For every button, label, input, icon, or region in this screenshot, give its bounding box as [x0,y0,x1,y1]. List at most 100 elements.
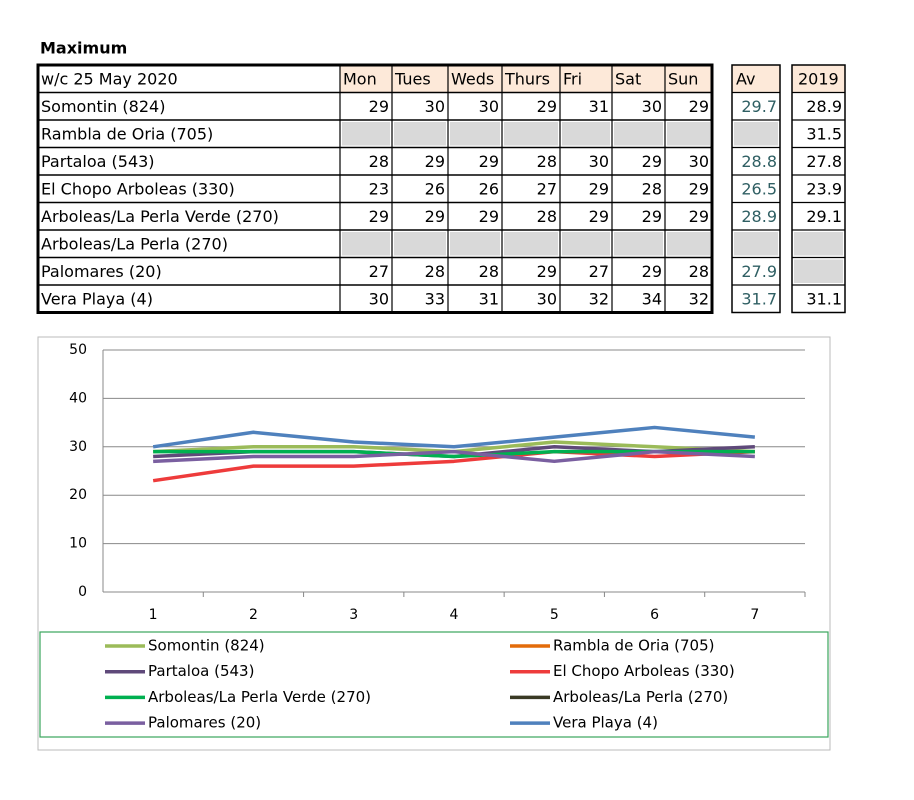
cell-value: 31 [479,289,499,308]
cell-value: 29 [369,97,389,116]
chart-frame [37,336,831,751]
title: Maximum [40,39,127,58]
x-tick-label: 4 [450,607,459,623]
empty-cell [667,232,710,256]
prev-year-value: 31.1 [806,289,842,308]
row-label: Palomares (20) [41,262,162,281]
average-value: 29.7 [741,97,777,116]
cell-value: 30 [425,97,445,116]
average-value: 31.7 [741,289,777,308]
cell-value: 27 [589,262,609,281]
cell-value: 29 [537,97,557,116]
y-tick-label: 40 [69,390,87,406]
row-label: Arboleas/La Perla Verde (270) [41,207,279,226]
header-cell [665,65,712,93]
header-label: Sat [615,69,641,88]
header-cell [392,65,448,93]
empty-cell [794,259,843,283]
cell-value: 28 [642,179,662,198]
cell-value: 29 [642,152,662,171]
empty-cell [450,232,500,256]
header-label: w/c 25 May 2020 [41,69,178,88]
cell-value: 27 [537,179,557,198]
average-value: 28.9 [741,207,777,226]
header-cell [792,65,845,93]
prev-year-value: 28.9 [806,97,842,116]
y-tick-label: 20 [69,487,87,503]
empty-cell [342,232,390,256]
cell-value: 27 [369,262,389,281]
header-label: Av [736,69,755,88]
series-line [153,449,755,464]
header-cell [560,65,612,93]
legend-label: Arboleas/La Perla (270) [553,688,728,706]
cell-value: 30 [479,97,499,116]
legend-label: Somontin (824) [148,637,265,655]
cell-value: 30 [369,289,389,308]
header-label: Weds [451,69,494,88]
empty-cell [504,122,558,146]
series-line [152,425,756,449]
average-value: 27.9 [741,262,777,281]
table-frame [36,63,714,314]
cell-value: 28 [479,262,499,281]
cell-value: 29 [479,207,499,226]
legend-label: Partaloa (543) [148,662,254,680]
x-tick-label: 6 [650,607,659,623]
prev-year-value: 27.8 [806,152,842,171]
cell-value: 29 [537,262,557,281]
y-tick-label: 10 [69,536,87,552]
cell-value: 31 [589,97,609,116]
header-label: Fri [563,69,582,88]
cell-value: 29 [689,207,709,226]
table-frame [731,64,781,314]
header-cell [502,65,560,93]
cell-value: 28 [689,262,709,281]
cell-value: 29 [689,97,709,116]
header-label: Thurs [504,69,550,88]
legend-label: El Chopo Arboleas (330) [553,662,735,680]
average-value: 28.8 [741,152,777,171]
cell-value: 26 [479,179,499,198]
cell-value: 29 [589,207,609,226]
header-label: 2019 [798,69,839,88]
x-tick-label: 7 [750,607,759,623]
cell-value: 29 [689,179,709,198]
empty-cell [734,232,778,256]
cell-value: 29 [425,207,445,226]
y-tick-label: 30 [69,439,87,455]
header-label: Sun [668,69,698,88]
cell-value: 29 [369,207,389,226]
row-label: El Chopo Arboleas (330) [41,179,235,198]
legend-frame [39,631,829,738]
cell-value: 30 [589,152,609,171]
legend-label: Palomares (20) [148,714,261,732]
empty-cell [614,122,663,146]
empty-cell [734,122,778,146]
cell-value: 28 [537,207,557,226]
empty-cell [394,122,446,146]
prev-year-value: 31.5 [806,124,842,143]
x-tick-label: 2 [249,607,258,623]
cell-value: 33 [425,289,445,308]
cell-value: 28 [537,152,557,171]
header-cell [448,65,502,93]
legend-label: Rambla de Oria (705) [553,637,715,655]
row-label: Somontin (824) [41,97,165,116]
cell-value: 32 [689,289,709,308]
empty-cell [614,232,663,256]
empty-cell [794,232,843,256]
x-tick-label: 1 [149,607,158,623]
prev-year-value: 29.1 [806,207,842,226]
cell-value: 26 [425,179,445,198]
x-tick-label: 3 [349,607,358,623]
prev-year-value: 23.9 [806,179,842,198]
cell-value: 32 [589,289,609,308]
cell-value: 23 [369,179,389,198]
cell-value: 30 [537,289,557,308]
series-line [152,449,755,483]
header-label: Tues [394,69,431,88]
header-cell [612,65,665,93]
empty-cell [562,122,610,146]
cell-value: 29 [642,207,662,226]
